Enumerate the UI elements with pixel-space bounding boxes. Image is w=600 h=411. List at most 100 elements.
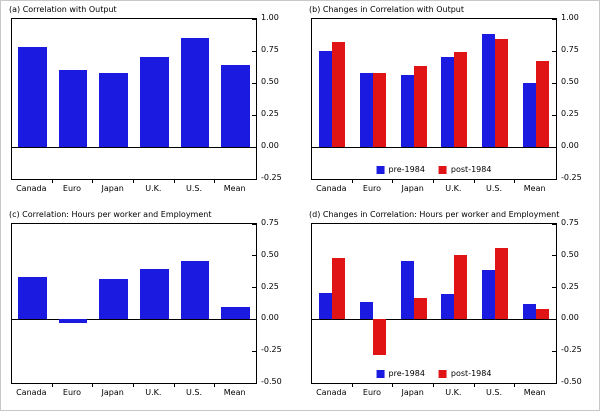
y-tick-label: 0.25 — [561, 109, 579, 118]
chart-panel-c: (c) Correlation: Hours per worker and Em… — [1, 206, 301, 410]
y-tick-label: 0.00 — [261, 141, 279, 150]
y-tick-mark — [552, 382, 556, 384]
chart-title-c: (c) Correlation: Hours per worker and Em… — [9, 210, 212, 219]
x-tick-label: Canada — [316, 184, 347, 193]
legend-label-post-1984: post-1984 — [450, 165, 492, 174]
chart-title-a: (a) Correlation with Output — [9, 5, 117, 14]
x-tick-label: U.K. — [445, 184, 462, 193]
y-tick-mark — [552, 255, 556, 257]
bar-mean-post-1984 — [535, 61, 549, 147]
x-tick-mark — [92, 383, 94, 387]
legend-item-pre-1984: pre-1984 — [376, 165, 425, 174]
y-tick-mark — [552, 178, 556, 180]
zero-axis-line — [12, 319, 256, 321]
y-tick-label: -0.50 — [261, 377, 282, 386]
legend-label-post-1984: post-1984 — [450, 369, 492, 378]
y-tick-mark — [552, 287, 556, 289]
y-tick-mark — [252, 146, 256, 148]
bar-uk — [140, 57, 169, 147]
zero-axis-line — [312, 147, 556, 148]
x-tick-mark — [214, 383, 216, 387]
x-tick-mark — [51, 179, 53, 183]
x-tick-label: U.S. — [185, 184, 202, 193]
chart-title-b: (b) Changes in Correlation with Output — [309, 5, 464, 14]
bar-uk — [140, 268, 169, 320]
y-tick-label: 0.25 — [261, 281, 279, 291]
y-tick-mark — [552, 318, 556, 320]
bar-japan — [99, 72, 128, 147]
y-tick-label: 0.00 — [561, 141, 579, 150]
bar-us-post-1984 — [495, 39, 508, 147]
x-tick-label: Euro — [62, 184, 82, 193]
legend-swatch-post-1984 — [438, 165, 447, 174]
legend-label-pre-1984: pre-1984 — [388, 165, 425, 174]
x-tick-label: U.K. — [145, 388, 162, 397]
chart-panel-a: (a) Correlation with Output 1.00 0.75 0.50… — [1, 1, 301, 206]
x-tick-label: U.S. — [185, 388, 202, 397]
y-tick-mark — [252, 18, 256, 20]
bar-euro-pre-1984 — [359, 301, 373, 320]
x-tick-label: Mean — [223, 184, 246, 193]
x-tick-label: Euro — [362, 388, 382, 397]
bar-canada-post-1984 — [332, 258, 346, 320]
y-tick-mark — [552, 50, 556, 52]
x-tick-mark — [392, 383, 394, 387]
bar-us-pre-1984 — [481, 34, 495, 147]
x-tick-label: Japan — [101, 388, 124, 397]
x-tick-mark — [173, 179, 175, 183]
y-tick-label: 1.00 — [561, 13, 579, 22]
bar-japan — [99, 278, 128, 320]
legend-label-pre-1984: pre-1984 — [388, 369, 425, 378]
x-tick-mark — [133, 383, 134, 387]
bar-uk-post-1984 — [454, 52, 468, 147]
y-tick-label: -0.25 — [261, 173, 282, 182]
x-tick-label: U.S. — [485, 388, 502, 397]
x-tick-label: Canada — [16, 388, 47, 397]
bar-mean-pre-1984 — [522, 304, 536, 320]
x-tick-mark — [514, 383, 516, 387]
y-tick-label: 0.75 — [561, 218, 579, 227]
x-tick-label: Japan — [101, 184, 124, 193]
x-tick-mark — [51, 383, 53, 387]
y-tick-label: 0.25 — [261, 109, 279, 118]
y-tick-mark — [252, 114, 256, 116]
x-tick-label: Mean — [523, 388, 546, 397]
bar-canada — [18, 277, 47, 320]
plot-area-c — [11, 223, 257, 384]
chart-panel-b: (b) Changes in Correlation with Output p… — [301, 1, 600, 206]
y-tick-label: 0.75 — [261, 218, 279, 227]
bar-us — [180, 38, 210, 147]
chart-panel-d: (d) Changes in Correlation: Hours per wo… — [301, 206, 600, 410]
x-tick-mark — [173, 383, 175, 387]
y-tick-label: 0.75 — [261, 45, 279, 54]
x-tick-mark — [473, 383, 475, 387]
legend: pre-1984 post-1984 — [376, 369, 492, 378]
y-tick-label: 0.00 — [261, 313, 279, 323]
x-tick-mark — [392, 179, 394, 183]
y-tick-label: -0.25 — [561, 345, 582, 355]
y-tick-mark — [252, 82, 256, 84]
bar-japan-pre-1984 — [400, 260, 414, 320]
bar-canada — [18, 47, 47, 147]
bar-uk-pre-1984 — [441, 57, 455, 147]
y-tick-mark — [252, 287, 256, 289]
x-tick-label: Japan — [401, 388, 424, 397]
bar-euro-post-1984 — [373, 319, 386, 355]
y-tick-label: 0.50 — [261, 77, 279, 86]
bar-japan-post-1984 — [413, 297, 427, 320]
bar-canada-pre-1984 — [319, 292, 333, 320]
bar-euro-pre-1984 — [359, 72, 373, 147]
x-tick-label: Euro — [62, 388, 82, 397]
x-tick-label: Canada — [316, 388, 347, 397]
y-tick-mark — [552, 350, 556, 352]
plot-area-a — [11, 18, 257, 180]
x-tick-label: U.K. — [445, 388, 462, 397]
x-tick-label: Mean — [523, 184, 546, 193]
plot-area-b: pre-1984 post-1984 — [311, 18, 557, 180]
bar-us — [180, 260, 210, 320]
bar-canada-pre-1984 — [319, 51, 333, 147]
y-tick-label: 0.50 — [561, 77, 579, 86]
x-tick-mark — [433, 179, 434, 183]
x-tick-mark — [351, 383, 353, 387]
x-tick-label: Euro — [362, 184, 382, 193]
